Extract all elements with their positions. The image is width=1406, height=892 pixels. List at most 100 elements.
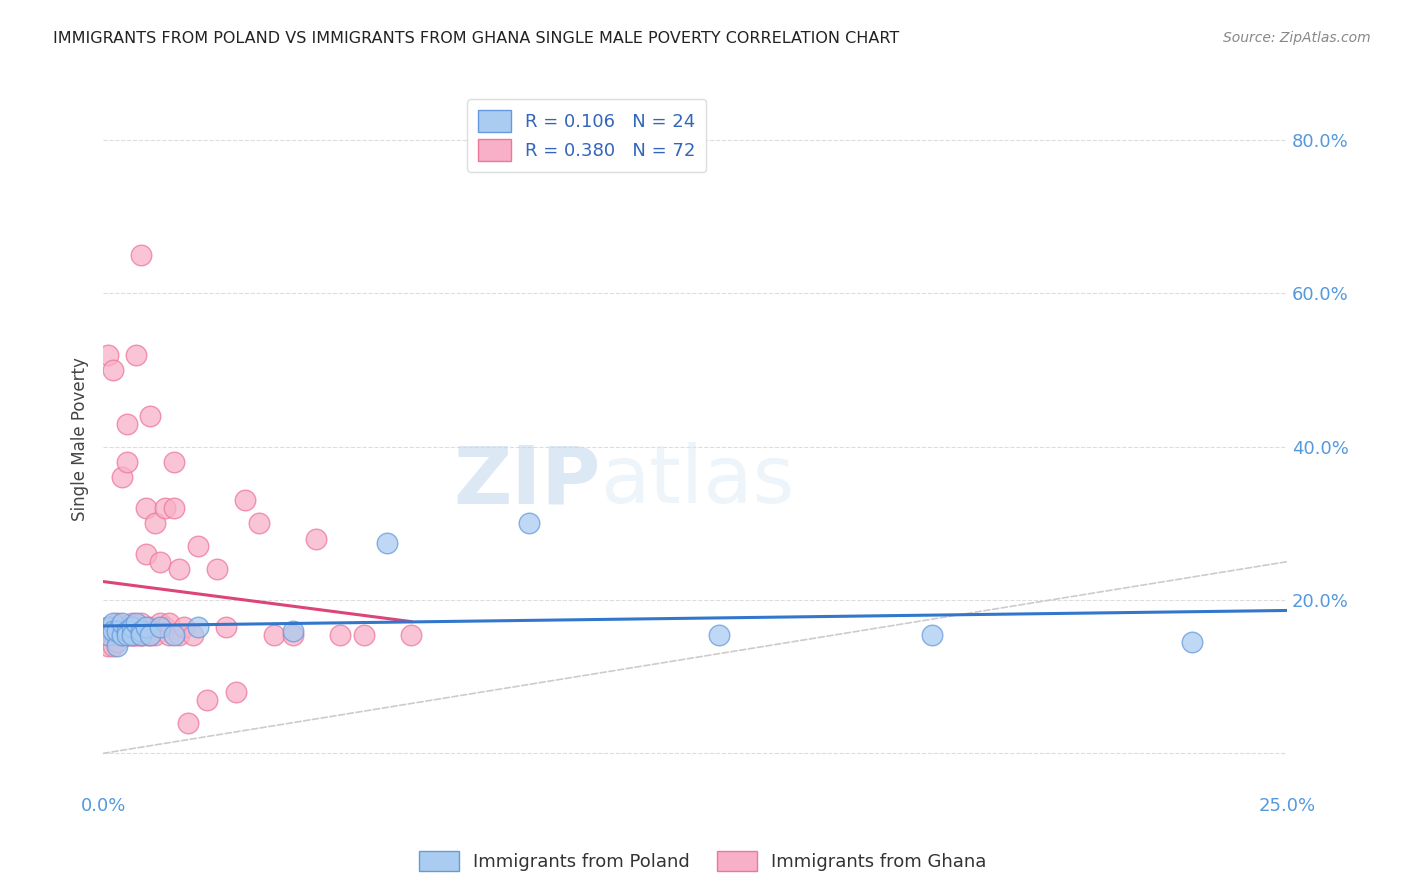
Point — [105, 627, 128, 641]
Point — [97, 348, 120, 362]
Point — [129, 248, 152, 262]
Point — [375, 535, 398, 549]
Point — [135, 547, 157, 561]
Point — [101, 639, 124, 653]
Point — [707, 627, 730, 641]
Point — [135, 627, 157, 641]
Point — [97, 624, 120, 638]
Point — [187, 540, 209, 554]
Point — [111, 620, 134, 634]
Text: ZIP: ZIP — [453, 442, 600, 520]
Point — [111, 615, 134, 630]
Point — [115, 627, 138, 641]
Point — [111, 627, 134, 641]
Point — [115, 455, 138, 469]
Point — [149, 615, 172, 630]
Point — [135, 501, 157, 516]
Point — [97, 627, 120, 641]
Point — [129, 627, 152, 641]
Point — [111, 470, 134, 484]
Point — [125, 627, 148, 641]
Point — [249, 516, 271, 531]
Point — [143, 627, 166, 641]
Point — [195, 692, 218, 706]
Point — [187, 620, 209, 634]
Point — [125, 615, 148, 630]
Point — [115, 417, 138, 431]
Point — [121, 620, 143, 634]
Point — [105, 627, 128, 641]
Legend: Immigrants from Poland, Immigrants from Ghana: Immigrants from Poland, Immigrants from … — [412, 844, 994, 879]
Y-axis label: Single Male Poverty: Single Male Poverty — [72, 357, 89, 521]
Point — [177, 715, 200, 730]
Point — [111, 627, 134, 641]
Legend: R = 0.106   N = 24, R = 0.380   N = 72: R = 0.106 N = 24, R = 0.380 N = 72 — [467, 99, 706, 172]
Point — [105, 624, 128, 638]
Point — [139, 627, 162, 641]
Point — [159, 615, 181, 630]
Point — [115, 627, 138, 641]
Point — [329, 627, 352, 641]
Point — [105, 635, 128, 649]
Point — [101, 620, 124, 634]
Point — [129, 624, 152, 638]
Point — [121, 627, 143, 641]
Point — [101, 363, 124, 377]
Point — [281, 627, 304, 641]
Point — [353, 627, 375, 641]
Point — [139, 409, 162, 423]
Point — [121, 627, 143, 641]
Point — [129, 627, 152, 641]
Point — [281, 624, 304, 638]
Point — [139, 624, 162, 638]
Point — [121, 627, 143, 641]
Point — [305, 532, 328, 546]
Point — [263, 627, 285, 641]
Point — [173, 620, 195, 634]
Point — [153, 620, 176, 634]
Point — [111, 627, 134, 641]
Point — [225, 685, 247, 699]
Point — [921, 627, 943, 641]
Point — [121, 615, 143, 630]
Point — [115, 620, 138, 634]
Point — [163, 501, 186, 516]
Point — [97, 620, 120, 634]
Point — [121, 620, 143, 634]
Point — [163, 627, 186, 641]
Point — [517, 516, 540, 531]
Point — [149, 555, 172, 569]
Text: Source: ZipAtlas.com: Source: ZipAtlas.com — [1223, 31, 1371, 45]
Point — [115, 624, 138, 638]
Point — [105, 615, 128, 630]
Point — [97, 620, 120, 634]
Point — [125, 620, 148, 634]
Point — [139, 620, 162, 634]
Point — [129, 627, 152, 641]
Point — [1181, 635, 1204, 649]
Point — [105, 620, 128, 634]
Point — [101, 624, 124, 638]
Point — [139, 627, 162, 641]
Text: IMMIGRANTS FROM POLAND VS IMMIGRANTS FROM GHANA SINGLE MALE POVERTY CORRELATION : IMMIGRANTS FROM POLAND VS IMMIGRANTS FRO… — [53, 31, 900, 46]
Point — [399, 627, 422, 641]
Point — [97, 627, 120, 641]
Point — [101, 627, 124, 641]
Point — [105, 639, 128, 653]
Point — [135, 620, 157, 634]
Point — [97, 639, 120, 653]
Point — [125, 348, 148, 362]
Point — [125, 627, 148, 641]
Point — [167, 562, 190, 576]
Point — [167, 627, 190, 641]
Text: atlas: atlas — [600, 442, 794, 520]
Point — [181, 627, 204, 641]
Point — [233, 493, 256, 508]
Point — [163, 455, 186, 469]
Point — [129, 615, 152, 630]
Point — [115, 627, 138, 641]
Point — [143, 516, 166, 531]
Point — [159, 627, 181, 641]
Point — [101, 615, 124, 630]
Point — [149, 620, 172, 634]
